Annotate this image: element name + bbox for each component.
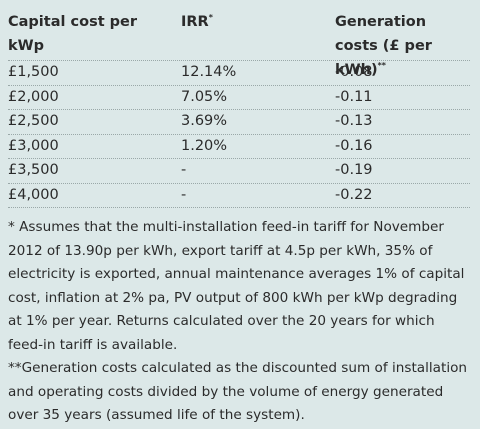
table-row: £4,000 - -0.22: [8, 182, 470, 208]
header-generation-costs: Generation costs (£ per kWh)**: [335, 10, 470, 82]
header-irr: IRR*: [181, 10, 213, 34]
cell-generation-cost: -0.11: [335, 88, 373, 105]
cell-capital-cost: £2,500: [8, 113, 59, 129]
cell-capital-cost: £1,500: [8, 64, 59, 80]
table-row: £2,500 3.69% -0.13: [8, 109, 470, 134]
cell-capital-cost: £4,000: [8, 186, 59, 203]
cell-irr: -: [181, 186, 187, 203]
table-row: £3,000 1.20% -0.16: [8, 133, 470, 159]
cell-irr: 7.05%: [181, 88, 228, 105]
header-generation-label: Generation costs (£ per kWh): [335, 14, 432, 78]
cell-generation-cost: -0.22: [335, 186, 373, 203]
cell-capital-cost: £3,500: [8, 162, 59, 178]
header-irr-label: IRR: [181, 14, 209, 30]
footnote-irr: * Assumes that the multi-installation fe…: [8, 219, 465, 353]
cell-capital-cost: £3,000: [8, 137, 59, 154]
footnote-generation-costs: **Generation costs calculated as the dis…: [8, 360, 468, 423]
footnotes: * Assumes that the multi-installation fe…: [8, 216, 474, 428]
cost-table: Capital cost per kWp IRR* Generation cos…: [8, 10, 470, 208]
header-generation-footnote-mark: **: [377, 61, 386, 71]
cell-irr: 12.14%: [181, 64, 237, 80]
table-row: £1,500 12.14% -0.08: [8, 60, 470, 85]
cell-capital-cost: £2,000: [8, 88, 59, 105]
cell-generation-cost: -0.19: [335, 162, 373, 178]
cell-generation-cost: -0.13: [335, 113, 373, 129]
header-irr-footnote-mark: *: [208, 13, 213, 23]
cell-irr: 3.69%: [181, 113, 228, 129]
table-header: Capital cost per kWp IRR* Generation cos…: [8, 10, 470, 78]
table-row: £3,500 - -0.19: [8, 158, 470, 183]
header-capital-cost: Capital cost per kWp: [8, 14, 138, 54]
table-row: £2,000 7.05% -0.11: [8, 84, 470, 110]
cell-irr: 1.20%: [181, 137, 228, 154]
cell-irr: -: [181, 162, 187, 178]
cell-generation-cost: -0.16: [335, 137, 373, 154]
cell-generation-cost: -0.08: [335, 64, 373, 80]
